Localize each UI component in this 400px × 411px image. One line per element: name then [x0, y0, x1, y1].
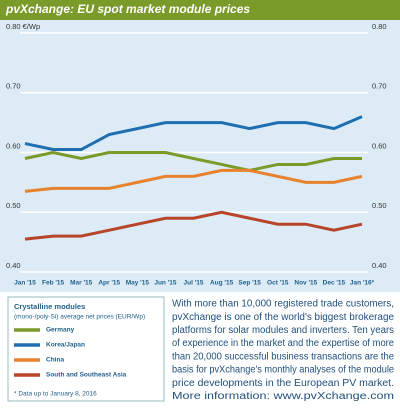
legend-subtitle: (mono-/poly-Si) average net prices (EUR/…: [14, 314, 145, 321]
x-tick-label: Jan '16*: [350, 280, 375, 287]
x-tick-label: May '15: [126, 280, 150, 287]
description-line: platforms for solar modules and inverter…: [172, 325, 394, 336]
legend-title: Crystalline modules: [14, 302, 85, 311]
y2-tick-label: 0.80: [372, 22, 387, 31]
legend-label: Germany: [46, 327, 75, 334]
note: * Data up to January 8, 2016: [14, 391, 97, 398]
y-tick-label: 0.40: [6, 261, 21, 270]
x-tick-label: Dec '15: [323, 280, 346, 287]
legend-box: [7, 296, 165, 402]
legend-label: South and Southeast Asia: [46, 372, 127, 379]
x-tick-label: Sep '15: [238, 280, 261, 287]
y-tick-label: 0.60: [6, 141, 21, 150]
description-line: basis for pvXchange's monthly analyses o…: [172, 365, 395, 376]
x-tick-label: Aug '15: [210, 280, 234, 287]
x-tick-label: Apr '15: [98, 280, 120, 287]
line: [24, 150, 362, 172]
description-line: More information: www.pvXchange.com: [172, 391, 394, 402]
chart-title: pvXchange: EU spot market module prices: [5, 2, 250, 16]
x-tick-label: Jan '15: [14, 280, 36, 287]
description-line: With more than 10,000 registered trade c…: [172, 299, 394, 310]
x-tick-label: Nov '15: [294, 280, 317, 287]
y2-tick-label: 0.70: [372, 82, 387, 91]
x-tick-label: Feb '15: [42, 280, 65, 287]
description-line: than 20,000 successful business transact…: [172, 351, 395, 362]
description-line: pvXchange is one of the world's biggest …: [172, 312, 395, 323]
line: [24, 210, 363, 241]
x-tick-label: Jul '15: [184, 280, 204, 287]
description-line: price developments in the European PV ma…: [172, 378, 394, 389]
x-tick-label: Jun '15: [154, 280, 177, 287]
y2-tick-label: 0.60: [372, 141, 387, 150]
description-line: of experience in the market and the expe…: [172, 338, 395, 349]
x-tick-label: Oct '15: [267, 280, 289, 287]
y-tick-label: 0.80 €/Wp: [6, 22, 40, 31]
legend-label: China: [46, 357, 64, 364]
y-tick-label: 0.50: [6, 201, 21, 210]
y2-tick-label: 0.50: [372, 201, 387, 210]
line: [24, 115, 363, 152]
line: [24, 168, 363, 193]
x-tick-label: Mar '15: [70, 280, 93, 287]
y2-tick-label: 0.40: [372, 261, 387, 270]
title-bar: [0, 0, 400, 20]
legend-label: Korea/Japan: [46, 342, 85, 349]
y-tick-label: 0.70: [6, 82, 21, 91]
